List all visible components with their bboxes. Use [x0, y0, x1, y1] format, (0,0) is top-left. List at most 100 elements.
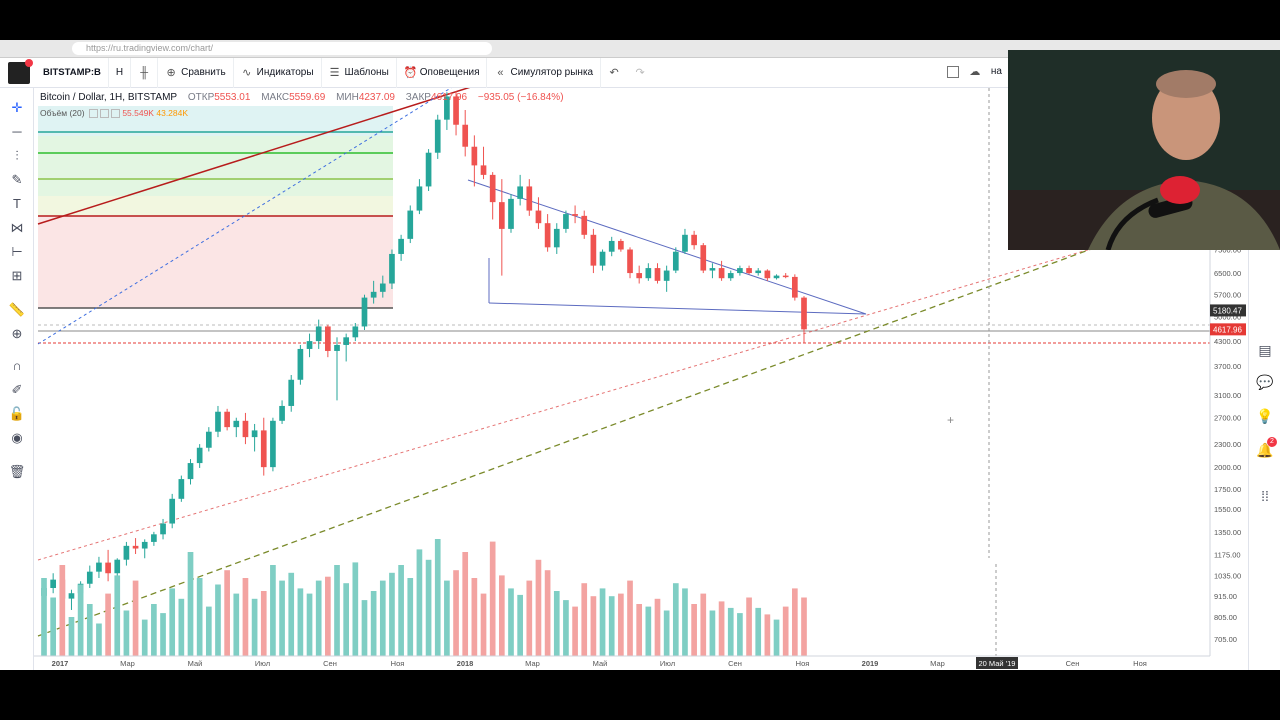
templates-button[interactable]: ☰ Шаблоны	[322, 57, 397, 88]
triangle-upper	[467, 179, 867, 315]
prediction-tool-icon[interactable]: ⊢	[11, 244, 23, 259]
fullscreen-icon[interactable]	[946, 65, 959, 78]
volume-bar	[462, 552, 469, 656]
candle-body	[389, 253, 395, 284]
candle-body	[599, 251, 606, 266]
candle-body	[215, 411, 221, 432]
crosshair-tool-icon[interactable]: ✛	[11, 100, 23, 115]
indicators-button[interactable]: ∿ Индикаторы	[234, 57, 322, 88]
cloud-icon[interactable]: ☁	[969, 66, 981, 78]
volume-bar	[618, 593, 624, 656]
candle-body	[425, 152, 432, 187]
interval-button[interactable]: H	[109, 57, 132, 88]
candle-body	[141, 541, 148, 549]
lock-icon[interactable]: 🔓	[8, 406, 26, 421]
undo-button[interactable]: ↶	[601, 58, 627, 88]
price-tick-label: 1035.00	[1214, 572, 1241, 581]
fib-tool-icon[interactable]: ⫶	[15, 148, 19, 163]
icons-tool-icon[interactable]: ⊞	[11, 268, 23, 283]
chart-pane[interactable]: 7500.00 6500.00 5700.00 5000.00 4300.00 3700.…	[34, 85, 1248, 670]
stay-drawing-icon[interactable]: ✐	[11, 382, 23, 397]
zoom-in-icon[interactable]: ⊕	[11, 326, 23, 341]
magnet-icon[interactable]: ∩	[12, 358, 22, 373]
eye-icon[interactable]: ◉	[11, 430, 23, 445]
volume-bar	[389, 572, 395, 656]
hide-icon[interactable]	[99, 109, 109, 119]
user-avatar[interactable]	[8, 58, 33, 84]
price-chart[interactable]: 7500.00 6500.00 5700.00 5000.00 4300.00 3700.…	[34, 85, 1248, 670]
text-tool-icon[interactable]: T	[13, 196, 21, 211]
settings-icon[interactable]	[88, 109, 98, 119]
volume-bar	[508, 588, 514, 656]
candle-body	[334, 344, 340, 351]
chat-icon[interactable]: 💬	[1256, 374, 1274, 390]
candle-body	[544, 223, 551, 248]
volume-bar	[709, 610, 716, 656]
candle-body	[654, 268, 661, 281]
replay-button[interactable]: « Симулятор рынка	[487, 57, 602, 88]
volume-bar	[782, 606, 789, 656]
fib-zone-3	[38, 196, 393, 216]
time-tick-label: Мар	[525, 659, 540, 668]
volume-bar	[718, 601, 725, 656]
compare-button[interactable]: ⊕ Сравнить	[158, 57, 234, 88]
volume-bar	[251, 598, 258, 656]
candle-body	[535, 210, 542, 224]
trash-icon[interactable]: 🗑	[8, 464, 26, 479]
price-tick-label: 2000.00	[1214, 463, 1241, 472]
symbol-search[interactable]: BITSTAMP:B	[36, 57, 109, 88]
fib-zone-2	[38, 136, 393, 196]
time-tick-label: Июл	[660, 659, 675, 668]
url-field[interactable]: https://ru.tradingview.com/chart/	[72, 42, 492, 55]
volume-bar	[343, 583, 350, 656]
triangle-lower	[488, 302, 867, 315]
volume-bar	[636, 604, 643, 656]
time-tick-label: Май	[593, 659, 608, 668]
candle-body	[636, 273, 643, 279]
volume-bar	[270, 565, 276, 656]
volume-bar	[41, 578, 47, 656]
candle-body	[444, 96, 450, 120]
price-tick-label: 3100.00	[1214, 391, 1241, 400]
time-tick-label: Ноя	[796, 659, 810, 668]
low-label: МИН	[336, 92, 359, 103]
volume-bar	[224, 570, 230, 656]
candle-body	[498, 202, 505, 229]
volume-bar	[370, 591, 377, 656]
candle-body	[608, 240, 615, 252]
fib-zone-4	[38, 216, 393, 308]
brush-icon[interactable]: ✎	[11, 172, 23, 187]
hotlist-icon[interactable]: ⁞⁞	[1261, 488, 1269, 504]
volume-bar	[608, 596, 615, 656]
candle-body	[672, 251, 679, 271]
candle-body	[663, 270, 670, 281]
close-icon[interactable]	[110, 109, 120, 119]
pattern-tool-icon[interactable]: ⋈	[10, 220, 24, 235]
candle-body	[682, 234, 688, 252]
candle-body	[755, 270, 762, 274]
candle-body	[178, 479, 185, 499]
volume-label: Объём (20)	[40, 108, 85, 118]
volume-bar	[654, 598, 661, 656]
watchlist-icon[interactable]: ▤	[1258, 342, 1272, 358]
volume-bar	[151, 604, 157, 656]
volume-bar	[196, 578, 203, 656]
trend-line-icon[interactable]: ─	[12, 124, 22, 139]
redo-button[interactable]: ↷	[627, 58, 653, 88]
candle-body	[288, 379, 295, 406]
candle-body	[205, 431, 212, 448]
volume-bar	[325, 576, 331, 656]
candle-body	[746, 268, 752, 274]
alerts-button[interactable]: ⏰ Оповещения	[397, 57, 488, 88]
candle-body	[96, 562, 102, 572]
volume-bar	[444, 580, 450, 656]
ideas-icon[interactable]: 💡	[1256, 408, 1274, 424]
candle-body	[718, 268, 725, 279]
chart-style-button[interactable]: ╫	[131, 57, 159, 88]
ruler-icon[interactable]: 📏	[8, 302, 26, 317]
bell-icon[interactable]: 🔔 2	[1255, 437, 1277, 460]
candle-body	[727, 273, 734, 279]
volume-value-2: 43.284K	[156, 108, 189, 118]
candle-body	[691, 234, 697, 246]
legend-title: Bitcoin / Dollar, 1H, BITSTAMP	[40, 92, 178, 103]
